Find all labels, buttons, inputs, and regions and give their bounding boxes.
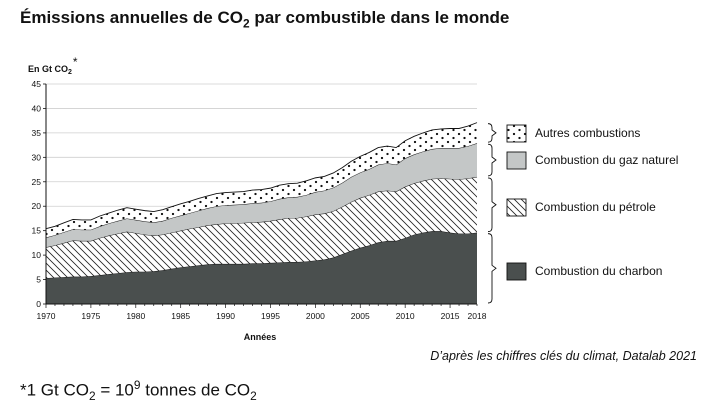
legend-others-swatch	[506, 124, 527, 143]
x-tick-label-1980: 1980	[126, 311, 145, 321]
x-tick-label-2015: 2015	[441, 311, 460, 321]
legend-coal-label: Combustion du charbon	[535, 264, 662, 278]
legend-oil-label: Combustion du pétrole	[535, 200, 656, 214]
legend-oil-brace	[487, 177, 497, 233]
legend-gas-label: Combustion du gaz naturel	[535, 153, 678, 167]
x-tick-label-1975: 1975	[81, 311, 100, 321]
x-tick-label-1990: 1990	[216, 311, 235, 321]
area-coal	[46, 231, 477, 304]
y-tick-label-10: 10	[32, 250, 42, 260]
area-others-outline	[45, 122, 478, 230]
x-tick-label-1995: 1995	[261, 311, 280, 321]
legend-gas-swatch	[506, 151, 527, 170]
chart-title: Émissions annuelles de CO2 par combustib…	[20, 8, 510, 31]
y-tick-label-40: 40	[32, 103, 42, 113]
y-ticks: 0 5 10 15 20 25 30 35 40 45	[32, 79, 46, 309]
legend-oil-swatch	[506, 198, 527, 217]
y-tick-label-45: 45	[32, 79, 42, 89]
legend-coal-brace	[487, 233, 497, 304]
legend-coal-swatch	[506, 262, 527, 281]
legend-others-label: Autres combustions	[535, 126, 640, 140]
y-tick-label-35: 35	[32, 128, 42, 138]
x-tick-label-2018: 2018	[468, 311, 487, 321]
y-tick-label-0: 0	[36, 299, 41, 309]
x-tick-label-2000: 2000	[306, 311, 325, 321]
source-note: D’après les chiffres clés du climat, Dat…	[430, 349, 697, 363]
area-others	[46, 122, 477, 238]
y-tick-label-25: 25	[32, 177, 42, 187]
x-ticks: 1970 1975 1980 1985 1990 1995 2000 2005 2010 2015…	[37, 304, 487, 321]
y-tick-label-5: 5	[36, 275, 41, 285]
x-tick-label-2010: 2010	[396, 311, 415, 321]
footnote: *1 Gt CO2 = 109 tonnes de CO2	[20, 378, 257, 403]
y-axis-title: En Gt CO2*	[28, 55, 78, 76]
x-tick-label-1985: 1985	[171, 311, 190, 321]
legend-others-brace	[487, 123, 497, 143]
legend-gas-brace	[487, 143, 497, 177]
y-tick-label-15: 15	[32, 226, 42, 236]
areas	[45, 122, 478, 304]
y-tick-label-30: 30	[32, 152, 42, 162]
y-tick-label-20: 20	[32, 201, 42, 211]
x-tick-label-1970: 1970	[37, 311, 56, 321]
legend: Autres combustions Combustion du gaz natu…	[487, 123, 678, 304]
area-oil	[46, 176, 477, 279]
x-tick-label-2005: 2005	[351, 311, 370, 321]
x-axis-title: Années	[244, 332, 277, 342]
